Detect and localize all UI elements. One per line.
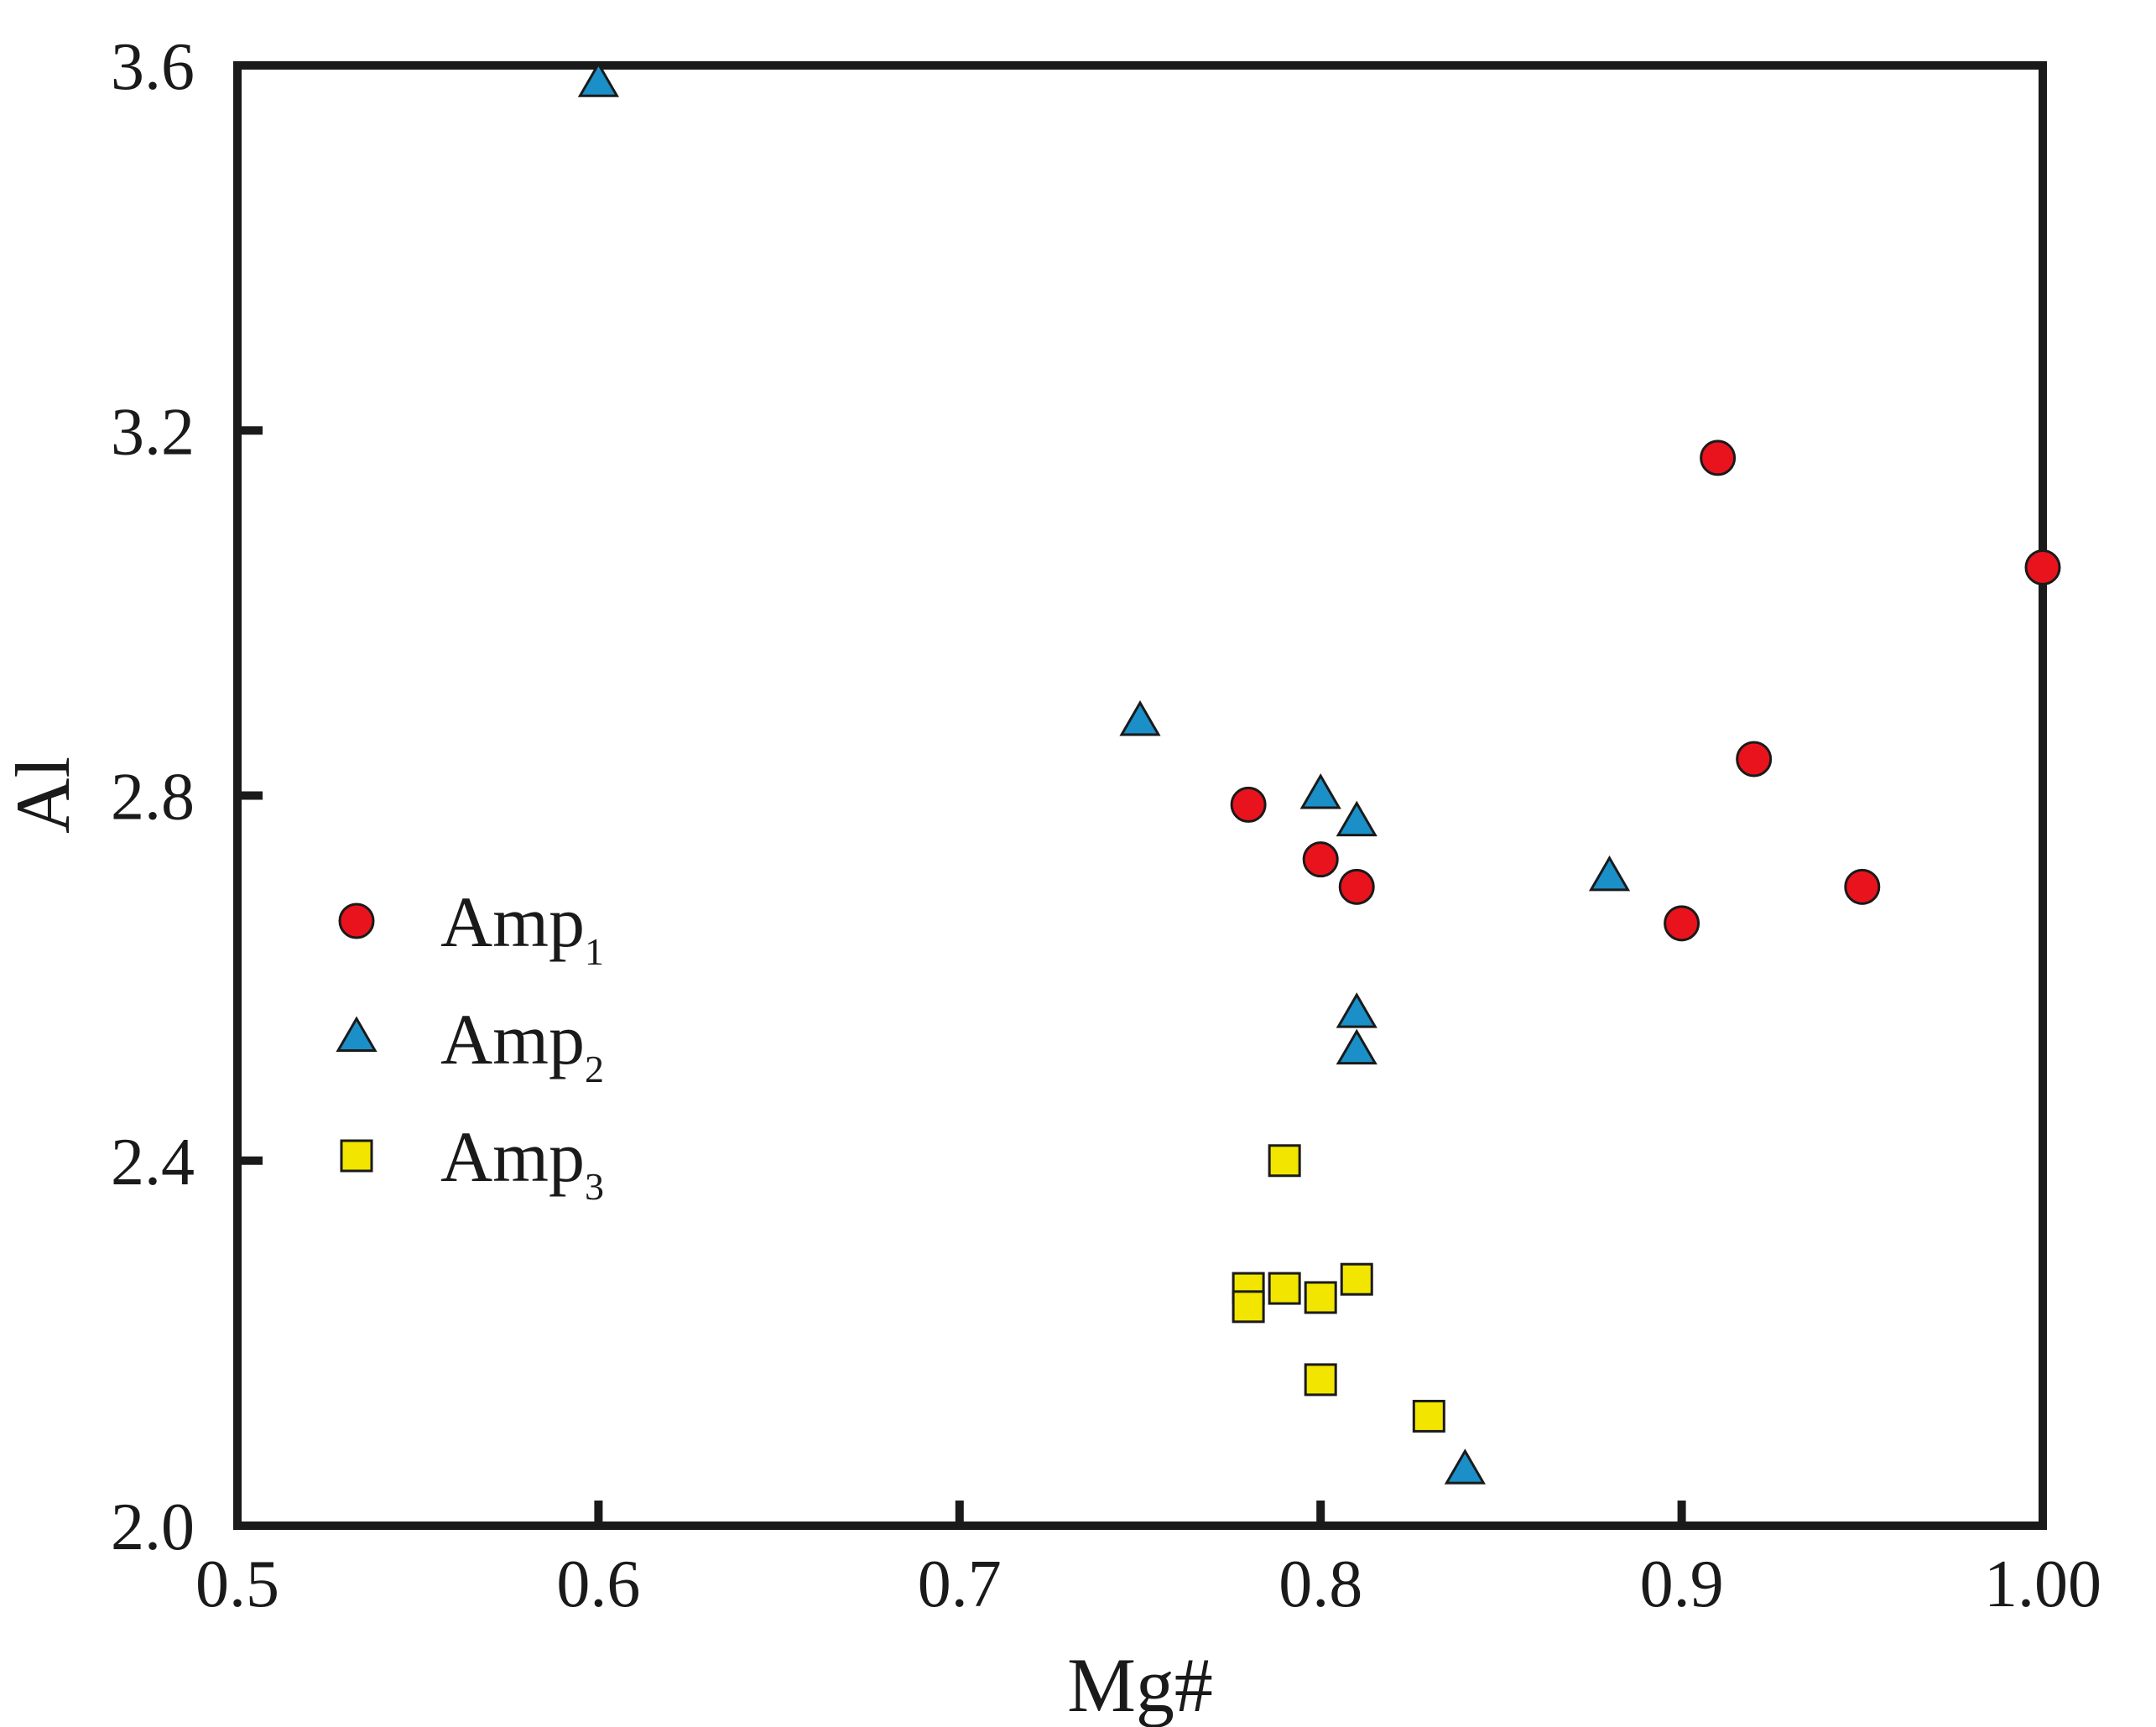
data-point (1230, 786, 1267, 823)
data-point (1336, 800, 1377, 837)
y-tick-label: 3.6 (111, 30, 195, 104)
legend-marker (336, 1016, 378, 1052)
x-axis-title: Mg# (1067, 1642, 1213, 1727)
y-axis-title: Al (0, 757, 86, 834)
data-point (1304, 1363, 1337, 1397)
legend-label: Amp3 (440, 1116, 604, 1208)
legend-item-amp3: Amp3 (340, 1116, 604, 1208)
data-point (1412, 1399, 1445, 1433)
data-point (1336, 1028, 1377, 1065)
legend-item-amp1: Amp1 (338, 882, 604, 973)
x-tick-label: 0.6 (556, 1548, 640, 1621)
data-point (1302, 841, 1339, 878)
data-point (577, 61, 620, 97)
x-tick-label: 0.5 (195, 1548, 279, 1621)
x-tick-label: 0.8 (1278, 1548, 1362, 1621)
plot-frame (233, 61, 2047, 1530)
y-tick-label: 2.4 (111, 1126, 195, 1199)
data-point (1736, 741, 1773, 778)
data-point (2024, 549, 2061, 585)
axis-ticks (237, 426, 1686, 1526)
data-points (577, 61, 2061, 1485)
data-point (1268, 1144, 1301, 1178)
data-point (1588, 855, 1631, 892)
legend-label-subscript: 3 (585, 1165, 604, 1208)
legend-label-text: Amp (440, 999, 585, 1079)
legend-marker (338, 903, 375, 939)
legend-item-amp2: Amp2 (336, 999, 604, 1090)
data-point (1444, 1449, 1486, 1485)
legend-marker (340, 1139, 373, 1173)
data-point (1844, 868, 1881, 905)
data-point (1268, 1272, 1301, 1305)
series-circle-amp1 (1230, 440, 2061, 942)
data-point (1119, 700, 1161, 736)
y-tick-label: 2.8 (111, 761, 195, 835)
legend-label-subscript: 2 (585, 1048, 604, 1090)
x-tick-label: 0.9 (1640, 1548, 1724, 1621)
legend-label-text: Amp (440, 1116, 585, 1197)
axis-tick-labels: 0.5 0.6 0.7 0.8 0.9 1.00 2.0 2.4 2.8 3.2 3.6 (111, 30, 2101, 1621)
data-point (1299, 772, 1341, 809)
legend-label: Amp2 (440, 999, 604, 1090)
y-tick-label: 3.2 (111, 395, 195, 469)
legend-label: Amp1 (440, 882, 604, 973)
data-point (1338, 868, 1375, 905)
data-point (1336, 992, 1377, 1028)
legend-label-subscript: 1 (585, 930, 604, 973)
x-tick-label: 1.00 (1984, 1548, 2101, 1621)
data-point (1664, 905, 1700, 942)
data-point (1232, 1290, 1265, 1324)
data-point (1340, 1262, 1373, 1296)
x-tick-label: 0.7 (918, 1548, 1002, 1621)
data-point (1304, 1281, 1337, 1314)
data-point (1700, 440, 1737, 476)
y-tick-label: 2.0 (111, 1490, 195, 1564)
legend-label-text: Amp (440, 882, 585, 962)
series-triangle-amp2 (577, 61, 1631, 1485)
series-square-amp3 (1232, 1144, 1445, 1433)
